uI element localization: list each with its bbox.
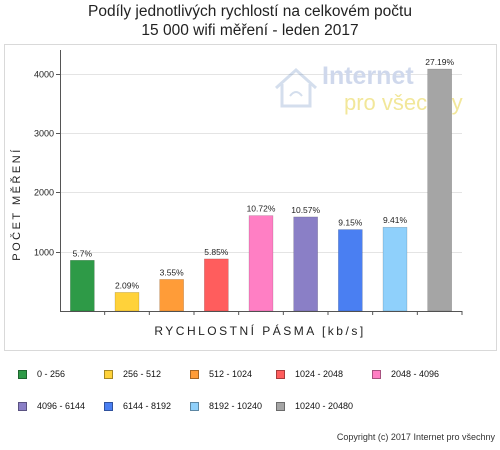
bar-1 <box>70 260 95 312</box>
data-label-3: 3.55% <box>160 267 185 277</box>
legend-item: 8192 - 10240 <box>190 400 262 412</box>
legend-item: 1024 - 2048 <box>276 368 343 380</box>
bar-4 <box>204 258 229 312</box>
data-label-7: 9.15% <box>338 218 363 228</box>
legend-label: 6144 - 8192 <box>123 401 172 411</box>
data-label-4: 5.85% <box>204 247 229 257</box>
bar-6 <box>293 216 318 312</box>
legend-swatch <box>276 401 285 411</box>
y-tick-label: 1000 <box>34 248 54 258</box>
bar-2 <box>114 292 140 312</box>
chart-frame <box>4 44 497 351</box>
legend-swatch <box>372 369 381 379</box>
y-tick-label: 4000 <box>34 70 54 80</box>
legend-label: 8192 - 10240 <box>209 401 263 411</box>
legend-swatch <box>104 369 113 379</box>
legend-label: 0 - 256 <box>37 369 66 379</box>
legend-item: 6144 - 8192 <box>104 400 171 412</box>
legend-label: 1024 - 2048 <box>295 369 344 379</box>
legend-item: 256 - 512 <box>104 368 161 380</box>
house-logo-icon <box>274 67 318 108</box>
legend-label: 2048 - 4096 <box>391 369 440 379</box>
data-label-1: 5.7% <box>73 248 93 258</box>
legend-swatch <box>104 401 113 411</box>
bars <box>70 68 452 312</box>
legend-item: 4096 - 6144 <box>18 400 85 412</box>
chart-title: Podíly jednotlivých rychlostí na celkové… <box>0 2 500 40</box>
legend-swatch <box>190 369 199 379</box>
y-tick-label: 3000 <box>34 129 54 139</box>
axes: 1000 2000 3000 4000 <box>34 50 463 315</box>
data-label-5: 10.72% <box>247 204 276 214</box>
chart-title-line1: Podíly jednotlivých rychlostí na celkové… <box>88 3 412 20</box>
bar-8 <box>382 226 408 312</box>
legend-item: 10240 - 20480 <box>276 400 353 412</box>
data-label-8: 9.41% <box>383 215 408 225</box>
legend-swatch <box>276 369 285 379</box>
legend-label: 10240 - 20480 <box>295 401 354 411</box>
bar-9 <box>427 68 452 312</box>
x-axis-label: RYCHLOSTNÍ PÁSMA [kb/s] <box>154 323 365 338</box>
bar-7 <box>338 229 363 312</box>
watermark-line1: Internet <box>322 62 414 90</box>
legend-label: 256 - 512 <box>123 369 162 379</box>
bar-5 <box>248 215 274 312</box>
legend-swatch <box>190 401 199 411</box>
data-label-9: 27.19% <box>425 57 454 67</box>
bar-3 <box>159 279 184 312</box>
chart-title-line2: 15 000 wifi měření - leden 2017 <box>141 22 359 39</box>
legend-swatch <box>18 369 27 379</box>
data-label-6: 10.57% <box>291 205 320 215</box>
y-tick-label: 2000 <box>34 188 54 198</box>
legend-item: 0 - 256 <box>18 368 65 380</box>
copyright-text: Copyright (c) 2017 Internet pro všechny <box>336 432 495 442</box>
data-labels: 5.7% 2.09% 3.55% 5.85% 10.72% 10.57% 9.15% 9.41… <box>73 57 455 290</box>
legend-item: 2048 - 4096 <box>372 368 439 380</box>
legend-label: 512 - 1024 <box>209 369 253 379</box>
data-label-2: 2.09% <box>115 280 140 290</box>
legend-label: 4096 - 6144 <box>37 401 86 411</box>
legend-item: 512 - 1024 <box>190 368 252 380</box>
legend-swatch <box>18 401 27 411</box>
y-axis-label: POČET MĚŘENÍ <box>10 147 23 261</box>
